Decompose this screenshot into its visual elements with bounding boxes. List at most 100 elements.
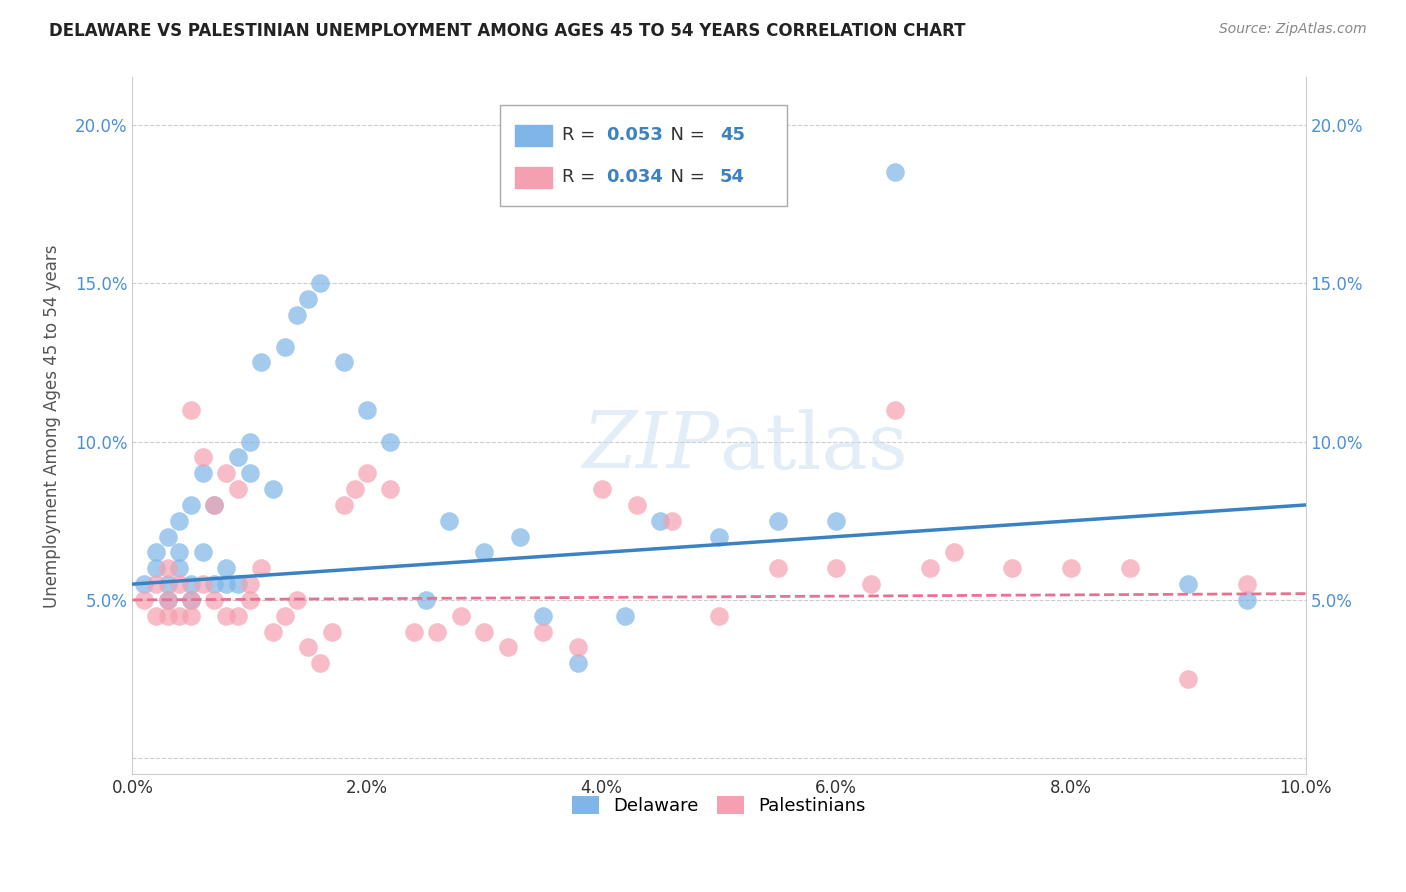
Text: 0.053: 0.053 xyxy=(606,127,664,145)
Point xyxy=(169,608,191,623)
Point xyxy=(215,467,238,481)
Point xyxy=(169,577,191,591)
Point xyxy=(169,545,191,559)
Point xyxy=(297,292,319,306)
Point xyxy=(309,657,332,671)
Point xyxy=(145,561,167,575)
Point xyxy=(180,498,202,512)
Point xyxy=(239,467,262,481)
Point xyxy=(661,514,683,528)
Text: N =: N = xyxy=(659,127,710,145)
Point xyxy=(180,403,202,417)
Text: ZIP: ZIP xyxy=(582,409,718,485)
Point xyxy=(531,608,554,623)
Point xyxy=(650,514,672,528)
Point xyxy=(426,624,449,639)
Point xyxy=(614,608,637,623)
Point xyxy=(145,608,167,623)
Point xyxy=(450,608,472,623)
Point xyxy=(380,434,402,449)
Point xyxy=(180,593,202,607)
Point xyxy=(226,482,249,496)
Point xyxy=(415,593,437,607)
Point xyxy=(1060,561,1083,575)
Point xyxy=(145,577,167,591)
Point xyxy=(321,624,343,639)
Point xyxy=(825,561,848,575)
Y-axis label: Unemployment Among Ages 45 to 54 years: Unemployment Among Ages 45 to 54 years xyxy=(44,244,60,607)
Point xyxy=(156,561,179,575)
Point xyxy=(1236,593,1258,607)
Point xyxy=(883,403,905,417)
Point xyxy=(531,624,554,639)
Point xyxy=(156,593,179,607)
Point xyxy=(180,608,202,623)
Text: 45: 45 xyxy=(720,127,745,145)
Point xyxy=(332,355,354,369)
Point xyxy=(356,403,378,417)
Point xyxy=(356,467,378,481)
Point xyxy=(274,340,297,354)
Point xyxy=(1177,672,1199,686)
Point xyxy=(262,624,284,639)
Point xyxy=(1001,561,1024,575)
Point xyxy=(274,608,297,623)
Point xyxy=(191,467,214,481)
Point xyxy=(860,577,883,591)
Point xyxy=(297,640,319,655)
FancyBboxPatch shape xyxy=(499,105,787,206)
FancyBboxPatch shape xyxy=(515,125,553,145)
Point xyxy=(191,545,214,559)
Point xyxy=(132,577,155,591)
Point xyxy=(156,608,179,623)
Point xyxy=(920,561,942,575)
Text: atlas: atlas xyxy=(718,409,908,484)
Point xyxy=(156,530,179,544)
Point xyxy=(226,577,249,591)
Text: 54: 54 xyxy=(720,168,745,186)
Point xyxy=(180,577,202,591)
Point xyxy=(250,561,273,575)
FancyBboxPatch shape xyxy=(515,167,553,187)
Point xyxy=(472,624,495,639)
Point xyxy=(239,577,262,591)
Point xyxy=(191,577,214,591)
Point xyxy=(380,482,402,496)
Point xyxy=(942,545,965,559)
Point xyxy=(156,577,179,591)
Point xyxy=(567,657,589,671)
Point xyxy=(132,593,155,607)
Text: Source: ZipAtlas.com: Source: ZipAtlas.com xyxy=(1219,22,1367,37)
Point xyxy=(472,545,495,559)
Point xyxy=(437,514,460,528)
Point xyxy=(262,482,284,496)
Point xyxy=(309,277,332,291)
Point xyxy=(766,514,789,528)
Point xyxy=(591,482,613,496)
Point xyxy=(204,577,226,591)
Point xyxy=(204,498,226,512)
Point xyxy=(145,545,167,559)
Text: R =: R = xyxy=(562,127,600,145)
Point xyxy=(215,608,238,623)
Point xyxy=(204,498,226,512)
Text: N =: N = xyxy=(659,168,710,186)
Point xyxy=(1118,561,1140,575)
Point xyxy=(191,450,214,465)
Text: DELAWARE VS PALESTINIAN UNEMPLOYMENT AMONG AGES 45 TO 54 YEARS CORRELATION CHART: DELAWARE VS PALESTINIAN UNEMPLOYMENT AMO… xyxy=(49,22,966,40)
Point xyxy=(766,561,789,575)
Point xyxy=(707,608,730,623)
Point xyxy=(156,593,179,607)
Point xyxy=(285,593,308,607)
Point xyxy=(226,608,249,623)
Point xyxy=(332,498,354,512)
Point xyxy=(204,593,226,607)
Point xyxy=(1236,577,1258,591)
Point xyxy=(169,561,191,575)
Text: 0.034: 0.034 xyxy=(606,168,664,186)
Legend: Delaware, Palestinians: Delaware, Palestinians xyxy=(562,787,875,824)
Point xyxy=(402,624,425,639)
Point xyxy=(250,355,273,369)
Point xyxy=(215,561,238,575)
Point xyxy=(239,593,262,607)
